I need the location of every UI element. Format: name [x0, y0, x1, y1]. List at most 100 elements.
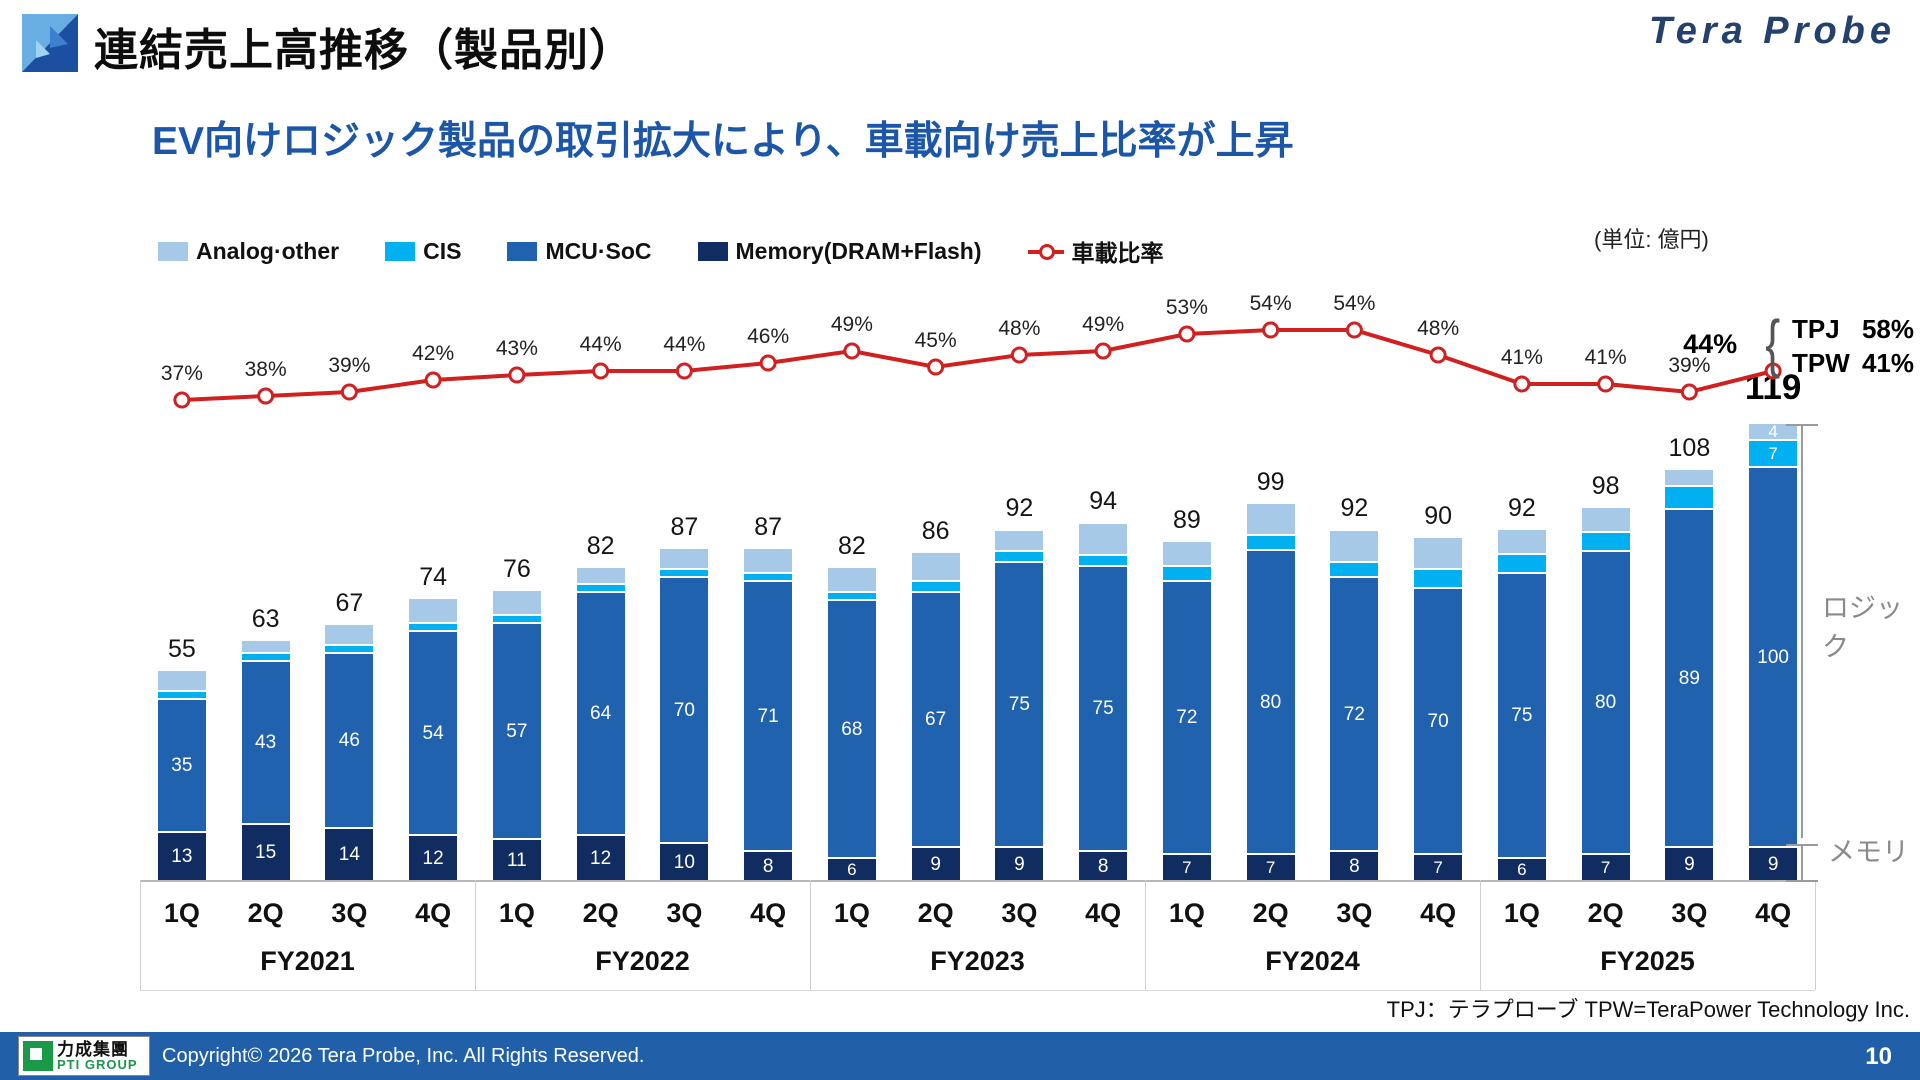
tpj-label: TPJ — [1792, 314, 1840, 344]
line-percent-label: 43% — [495, 337, 538, 360]
fy-group-separator — [1480, 880, 1481, 990]
segment-value-label: 70 — [1427, 710, 1449, 732]
quarter-label: 3Q — [666, 898, 703, 928]
segment-CIS — [1079, 554, 1128, 565]
segment-CIS — [995, 550, 1044, 561]
bar-FY2021-4Q: 12 54 — [409, 598, 458, 880]
segment-MCU·SoC: 46 — [325, 652, 374, 827]
segment-value-label: 8 — [762, 855, 774, 877]
segment-Memory(DRAM+Flash): 7 — [1162, 853, 1211, 880]
line-percent-label: 37% — [160, 362, 203, 385]
bar-FY2025-1Q: 6 75 — [1497, 530, 1546, 880]
line-percent-label: 48% — [998, 317, 1041, 340]
segment-Analog·other — [1665, 470, 1714, 485]
legend-swatch-icon — [507, 241, 538, 261]
segment-value-label: 7 — [1265, 858, 1276, 877]
segment-Analog·other — [1162, 541, 1211, 565]
line-percent-label: 41% — [1584, 346, 1627, 369]
segment-value-label: 43 — [255, 732, 277, 753]
legend-label: 車載比率 — [1071, 240, 1164, 266]
segment-value-label: 13 — [171, 846, 193, 867]
bar-FY2025-4Q: 9 100 7 4 — [1749, 422, 1798, 880]
segment-Analog·other — [157, 671, 206, 690]
segment-value-label: 7 — [1768, 444, 1778, 463]
segment-value-label: 4 — [1768, 422, 1778, 441]
segment-value-label: 64 — [590, 703, 612, 724]
segment-Memory(DRAM+Flash): 6 — [827, 857, 876, 880]
bar-total-label: 55 — [167, 635, 196, 663]
footnote: TPJ：テラプローブ TPW=TeraPower Technology Inc. — [1386, 997, 1910, 1022]
bar-total-label: 98 — [1591, 472, 1620, 500]
quarter-label: 2Q — [582, 898, 619, 928]
quarter-label: 1Q — [1503, 898, 1540, 928]
pti-group-sub: PTI GROUP — [57, 1057, 138, 1072]
segment-CIS — [1581, 530, 1630, 550]
line-percent-label: 44% — [1683, 329, 1738, 359]
line-percent-label: 49% — [830, 313, 873, 336]
line-percent-label: 44% — [579, 333, 622, 356]
segment-Analog·other — [1079, 524, 1128, 554]
segment-Memory(DRAM+Flash): 8 — [744, 850, 793, 880]
segment-Analog·other — [1497, 530, 1546, 553]
tpj-row: TPJ 58% — [1792, 312, 1914, 346]
bar-FY2022-4Q: 8 71 — [744, 549, 793, 880]
line-percent-label: 48% — [1417, 317, 1460, 340]
segment-CIS — [744, 572, 793, 580]
segment-CIS — [1330, 561, 1379, 576]
footer-bar — [0, 1032, 1920, 1080]
segment-Analog·other — [1330, 531, 1379, 561]
fy-group-separator — [475, 880, 476, 990]
chart-legend: Analog·other CIS MCU·SoC Memory(DRAM+Flash)… — [158, 234, 1164, 268]
logic-bracket-line — [1801, 424, 1803, 838]
quarter-label: 3Q — [1671, 898, 1708, 928]
segment-value-label: 67 — [925, 709, 947, 730]
quarter-label: 2Q — [1252, 898, 1289, 928]
line-percent-label: 45% — [914, 329, 957, 352]
bar-total-label: 94 — [1089, 487, 1118, 515]
tpj-tpw-callout: TPJ 58% TPW 41% — [1792, 312, 1914, 380]
bar-total-label: 90 — [1424, 502, 1453, 530]
fiscal-year-label: FY2025 — [1600, 946, 1695, 976]
legend-swatch-icon — [697, 241, 728, 261]
quarter-label: 2Q — [247, 898, 284, 928]
segment-Analog·other — [1246, 504, 1295, 534]
segment-Memory(DRAM+Flash): 14 — [325, 827, 374, 880]
segment-MCU·SoC: 43 — [241, 660, 290, 823]
quarter-label: 4Q — [1085, 898, 1122, 928]
segment-CIS — [492, 613, 541, 622]
segment-CIS — [157, 690, 206, 698]
segment-MCU·SoC: 68 — [827, 599, 876, 857]
copyright-text: Copyright© 2026 Tera Probe, Inc. All Rig… — [162, 1045, 645, 1067]
bar-FY2024-3Q: 8 72 — [1330, 530, 1379, 880]
bar-FY2025-2Q: 7 80 — [1581, 508, 1630, 880]
line-percent-label: 38% — [244, 358, 287, 381]
segment-CIS — [1246, 534, 1295, 549]
bar-FY2023-1Q: 6 68 — [827, 568, 876, 880]
legend-swatch-icon — [158, 241, 188, 261]
segment-Analog·other: 4 — [1749, 422, 1798, 441]
segment-value-label: 11 — [507, 849, 527, 871]
bar-FY2022-3Q: 10 70 — [660, 549, 709, 880]
segment-CIS — [325, 644, 374, 652]
segment-Memory(DRAM+Flash): 6 — [1497, 857, 1546, 880]
segment-MCU·SoC: 35 — [157, 698, 206, 831]
bar-total-label: 89 — [1172, 506, 1201, 534]
segment-CIS — [241, 652, 290, 660]
segment-value-label: 75 — [1511, 705, 1533, 726]
segment-Memory(DRAM+Flash): 13 — [157, 831, 206, 880]
axis-bottom-line — [140, 990, 1815, 991]
bar-total-label: 87 — [754, 513, 783, 541]
segment-CIS — [660, 568, 709, 576]
segment-MCU·SoC: 72 — [1330, 576, 1379, 850]
quarter-label: 1Q — [163, 898, 200, 928]
segment-Memory(DRAM+Flash): 11 — [492, 838, 541, 880]
bar-FY2022-1Q: 11 57 — [492, 590, 541, 880]
tpw-value: 41% — [1861, 348, 1914, 378]
bar-total-label: 86 — [921, 517, 950, 545]
segment-MCU·SoC: 71 — [744, 580, 793, 850]
legend-line-marker-icon — [1027, 242, 1064, 261]
bar-FY2023-2Q: 9 67 — [911, 553, 960, 880]
page-title: 連結売上高推移（製品別） — [94, 26, 634, 75]
bar-total-label: 92 — [1507, 494, 1536, 522]
quarter-label: 3Q — [331, 898, 368, 928]
